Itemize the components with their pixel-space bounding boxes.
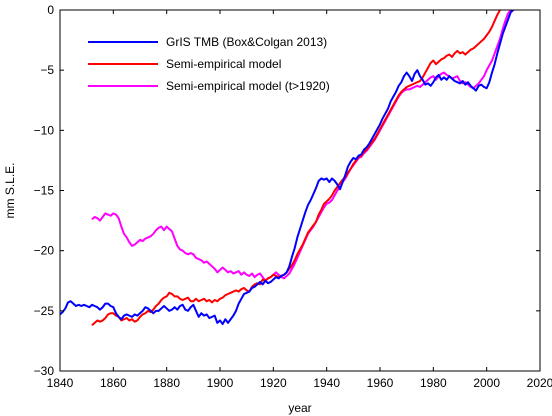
y-tick-label: −25 <box>34 304 55 318</box>
y-tick-label: −30 <box>34 364 55 378</box>
x-tick-label: 1900 <box>207 376 234 390</box>
x-axis-title: year <box>288 401 311 415</box>
x-tick-label: 1940 <box>313 376 340 390</box>
series-line-1 <box>60 10 515 326</box>
series-line-2 <box>91 10 501 327</box>
axis-ticks: 1840 1860 1880 1900 1920 1940 1960 1980 2000 2020… <box>34 3 552 390</box>
x-tick-label: 2020 <box>527 376 552 390</box>
x-tick-label: 1920 <box>260 376 287 390</box>
series-line-3 <box>91 10 512 282</box>
y-tick-label: −20 <box>34 244 55 258</box>
x-tick-label: 1840 <box>47 376 74 390</box>
x-tick-label: 1980 <box>420 376 447 390</box>
y-axis-title: mm S.L.E. <box>3 162 17 218</box>
x-tick-label: 1880 <box>153 376 180 390</box>
x-tick-label: 2000 <box>473 376 500 390</box>
y-tick-label: 0 <box>47 3 54 17</box>
legend-label-2: Semi-empirical model <box>166 57 281 71</box>
legend: GrIS TMB (Box&Colgan 2013) Semi-empirical… <box>88 35 330 93</box>
x-tick-label: 1860 <box>100 376 127 390</box>
series-layer <box>60 10 515 327</box>
y-tick-label: −10 <box>34 123 55 137</box>
y-tick-label: −15 <box>34 184 55 198</box>
x-tick-label: 1960 <box>367 376 394 390</box>
legend-label-3: Semi-empirical model (t>1920) <box>166 79 330 93</box>
y-tick-label: −5 <box>40 63 54 77</box>
legend-label-1: GrIS TMB (Box&Colgan 2013) <box>166 35 327 49</box>
